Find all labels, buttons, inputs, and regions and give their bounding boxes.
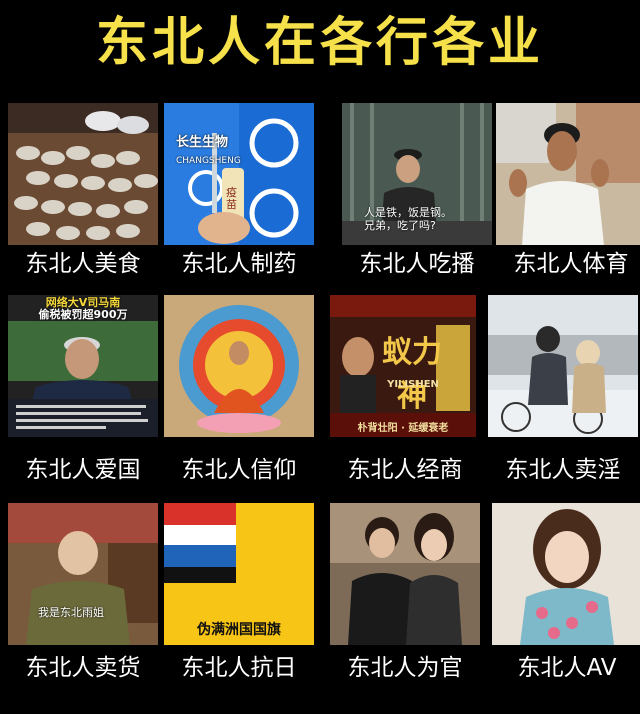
poster-yilishen: 蚁力神 YILISHEN 朴背壮阳 · 延缓衰老 <box>330 295 476 437</box>
page-title: 东北人在各行各业 <box>95 13 544 73</box>
caption: 东北人为官 <box>347 655 463 681</box>
caption: 东北人AV <box>517 655 617 681</box>
product-en: YILISHEN <box>387 379 439 390</box>
subtitle-line2: 兄弟，吃了吗? <box>364 219 436 232</box>
photo-bicycle <box>488 295 638 437</box>
caption: 东北人信仰 <box>181 457 297 483</box>
subtitle-line1: 人是铁，饭是钢。 <box>364 206 452 219</box>
brand-label: 长生生物 <box>176 135 229 150</box>
caption: 东北人经商 <box>347 457 463 483</box>
flag-manchukuo: 伪满洲国国旗 <box>164 503 314 645</box>
photo-two-women <box>330 503 480 645</box>
photo-coach <box>496 103 640 245</box>
caption: 东北人卖淫 <box>505 457 621 483</box>
photo-vaccine: 长生生物 CHANGSHENG 疫苗 <box>164 103 314 245</box>
caption: 东北人吃播 <box>359 251 475 277</box>
photo-streamer: 我是东北雨姐 <box>8 503 158 645</box>
caption: 东北人体育 <box>513 251 629 277</box>
brand-en-label: CHANGSHENG <box>176 156 241 166</box>
caption: 东北人美食 <box>25 251 141 277</box>
streamer-subtitle: 我是东北雨姐 <box>38 606 104 619</box>
caption: 东北人爱国 <box>25 457 141 483</box>
caption: 东北人卖货 <box>25 655 141 681</box>
photo-master <box>164 295 314 437</box>
photo-eater: 人是铁，饭是钢。 兄弟，吃了吗? <box>342 103 492 245</box>
caption: 东北人抗日 <box>181 655 297 681</box>
caption: 东北人制药 <box>181 251 297 277</box>
vial-label: 疫苗 <box>226 186 237 211</box>
photo-actress <box>492 503 640 645</box>
photo-dumplings <box>8 103 158 245</box>
photo-commentator: 网络大V司马南 偷税被罚超900万 <box>8 295 158 437</box>
flag-label: 伪满洲国国旗 <box>197 622 281 638</box>
headline-2: 偷税被罚超900万 <box>38 308 128 321</box>
product-tagline: 朴背壮阳 · 延缓衰老 <box>357 423 449 434</box>
product-name: 蚁力神 <box>382 335 442 414</box>
headline-1: 网络大V司马南 <box>45 296 121 309</box>
